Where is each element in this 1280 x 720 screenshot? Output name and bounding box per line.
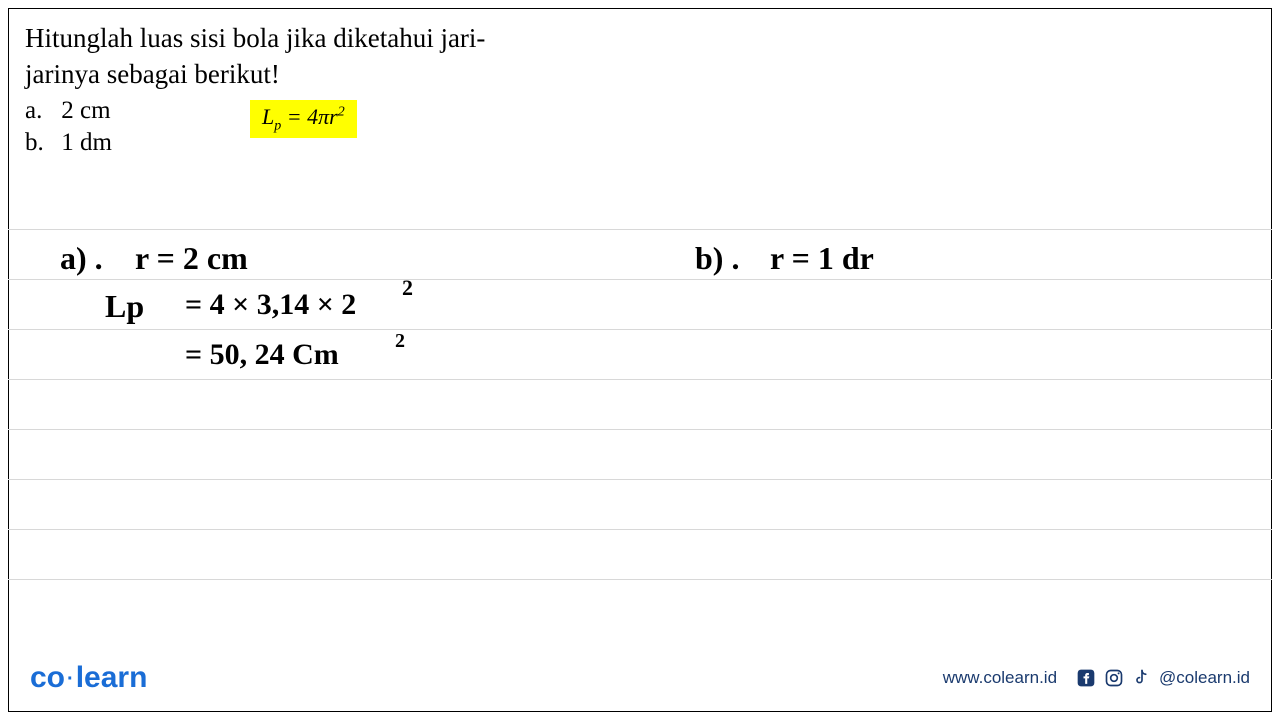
- question-line-2: jarinya sebagai berikut!: [25, 56, 1255, 92]
- social-handle: @colearn.id: [1159, 668, 1250, 688]
- option-a-value: 2 cm: [61, 97, 110, 124]
- formula-rhs-var: r: [329, 104, 338, 129]
- option-a-label: a.: [25, 97, 55, 125]
- rule-line: [8, 530, 1272, 580]
- rule-line: [8, 380, 1272, 430]
- logo-learn: learn: [76, 661, 148, 694]
- footer-right: www.colearn.id @colearn.id: [943, 667, 1250, 689]
- handwriting-a-eq1-exp: 2: [402, 275, 413, 301]
- handwriting-b-r: r = 1 dr: [770, 240, 874, 277]
- question-line-1: Hitunglah luas sisi bola jika diketahui …: [25, 20, 1255, 56]
- formula-rhs-sup: 2: [338, 105, 345, 120]
- formula-lhs-var: L: [262, 104, 274, 129]
- instagram-icon: [1103, 667, 1125, 689]
- rule-line: [8, 430, 1272, 480]
- formula-highlight: Lp = 4πr2: [250, 100, 357, 138]
- handwriting-a-label: a) .: [60, 240, 103, 277]
- rule-line: [8, 480, 1272, 530]
- rule-line: [8, 180, 1272, 230]
- facebook-icon: [1075, 667, 1097, 689]
- option-b: b. 1 dm: [25, 129, 1255, 157]
- option-a: a. 2 cm: [25, 97, 1255, 125]
- social-group: @colearn.id: [1075, 667, 1250, 689]
- handwriting-a-eq1: = 4 × 3,14 × 2: [185, 288, 356, 322]
- option-b-value: 1 dm: [61, 129, 112, 156]
- handwriting-a-r: r = 2 cm: [135, 240, 248, 277]
- logo-dot: ·: [67, 668, 74, 690]
- question-block: Hitunglah luas sisi bola jika diketahui …: [25, 20, 1255, 157]
- logo: co·learn: [30, 661, 147, 695]
- handwriting-a-lp: Lp: [105, 288, 144, 325]
- footer: co·learn www.colearn.id @colearn.id: [30, 661, 1250, 695]
- logo-co: co: [30, 661, 65, 694]
- handwriting-b-label: b) .: [695, 240, 739, 277]
- handwriting-a-eq2-exp: 2: [395, 330, 405, 353]
- tiktok-icon: [1131, 667, 1153, 689]
- option-b-label: b.: [25, 129, 55, 157]
- website-url: www.colearn.id: [943, 668, 1057, 688]
- handwriting-a-eq2: = 50, 24 Cm: [185, 338, 339, 372]
- formula-eq: = 4π: [281, 104, 329, 129]
